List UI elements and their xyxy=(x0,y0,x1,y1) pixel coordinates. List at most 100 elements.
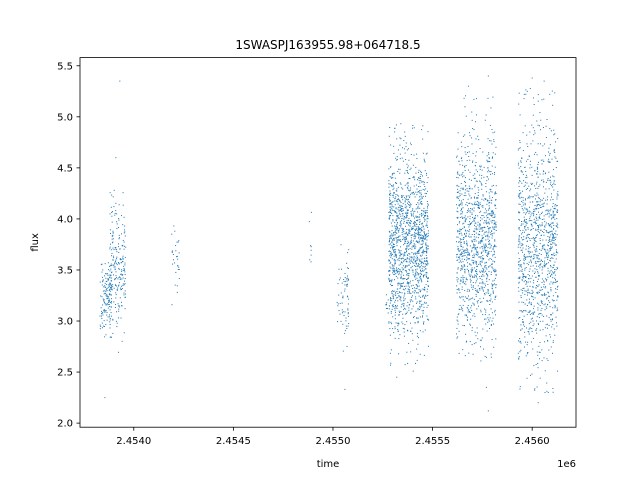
data-point xyxy=(469,222,471,224)
data-point xyxy=(459,260,461,262)
data-point xyxy=(404,206,406,208)
data-point xyxy=(473,257,475,259)
data-point xyxy=(421,281,423,283)
data-point xyxy=(423,211,425,213)
data-point xyxy=(113,206,115,208)
data-point xyxy=(425,250,427,252)
data-point xyxy=(532,265,534,267)
data-point xyxy=(394,234,396,236)
data-point xyxy=(482,215,484,217)
data-point xyxy=(487,234,489,236)
data-point xyxy=(474,238,476,240)
data-point xyxy=(106,303,108,305)
data-point xyxy=(423,266,425,268)
data-point xyxy=(552,186,554,188)
data-point xyxy=(519,310,521,312)
data-point xyxy=(555,292,557,294)
data-point xyxy=(489,303,491,305)
data-point xyxy=(529,285,531,287)
data-point xyxy=(469,224,471,226)
data-point xyxy=(478,256,480,258)
data-point xyxy=(459,164,461,166)
data-point xyxy=(463,265,465,267)
data-point xyxy=(494,216,495,218)
data-point xyxy=(524,257,526,259)
data-point xyxy=(389,203,391,205)
data-point xyxy=(481,286,483,288)
data-point xyxy=(531,295,532,297)
data-point xyxy=(544,262,546,264)
data-point xyxy=(409,286,411,288)
data-point xyxy=(552,234,554,236)
data-point xyxy=(310,246,312,248)
data-point xyxy=(110,280,112,282)
data-point xyxy=(406,209,408,211)
data-point xyxy=(474,228,476,230)
data-point xyxy=(409,262,411,264)
data-point xyxy=(529,310,531,312)
data-point xyxy=(426,207,428,209)
data-point xyxy=(540,259,542,261)
data-point xyxy=(539,232,541,234)
data-point xyxy=(482,236,484,238)
data-point xyxy=(487,232,489,234)
data-point xyxy=(539,129,541,131)
data-point xyxy=(106,287,108,289)
data-point xyxy=(521,279,523,281)
data-point xyxy=(103,325,105,327)
data-point xyxy=(388,269,390,271)
data-point xyxy=(416,292,418,294)
data-point xyxy=(342,311,344,313)
data-point xyxy=(520,266,522,268)
data-point xyxy=(528,195,530,197)
data-point xyxy=(118,218,120,220)
data-point xyxy=(397,325,399,327)
data-point xyxy=(408,277,410,279)
data-point xyxy=(393,246,395,248)
data-point xyxy=(549,128,551,130)
data-point xyxy=(110,280,112,281)
data-point xyxy=(544,265,546,267)
data-point xyxy=(550,239,552,241)
data-point xyxy=(423,249,425,251)
data-point xyxy=(395,269,397,271)
data-point xyxy=(111,211,113,213)
data-point xyxy=(538,197,540,199)
data-point xyxy=(492,156,494,158)
data-point xyxy=(526,294,528,296)
data-point xyxy=(545,263,547,265)
data-point xyxy=(398,260,400,262)
data-point xyxy=(536,320,538,322)
data-point xyxy=(410,220,412,222)
data-point xyxy=(416,250,418,252)
data-point xyxy=(389,274,391,276)
data-point xyxy=(405,285,407,287)
data-point xyxy=(111,272,113,274)
data-point xyxy=(408,229,410,231)
data-point xyxy=(394,328,396,330)
data-point xyxy=(549,259,551,261)
data-point xyxy=(541,203,543,205)
data-point xyxy=(552,175,554,177)
data-point xyxy=(401,157,403,159)
data-point xyxy=(528,264,530,266)
data-point xyxy=(393,152,395,154)
data-point xyxy=(115,259,117,261)
data-point xyxy=(424,301,426,303)
data-point xyxy=(495,191,497,193)
data-point xyxy=(458,241,460,243)
data-point xyxy=(177,241,179,243)
data-point xyxy=(420,238,422,240)
data-point xyxy=(481,198,483,200)
data-point xyxy=(529,131,531,133)
data-point xyxy=(414,237,416,239)
data-point xyxy=(396,288,398,290)
data-point xyxy=(101,317,103,319)
data-point xyxy=(398,231,400,233)
data-point xyxy=(492,96,494,98)
data-point xyxy=(532,212,534,214)
data-point xyxy=(467,250,469,252)
data-point xyxy=(487,292,489,294)
data-point xyxy=(536,173,538,175)
data-point xyxy=(391,185,393,187)
